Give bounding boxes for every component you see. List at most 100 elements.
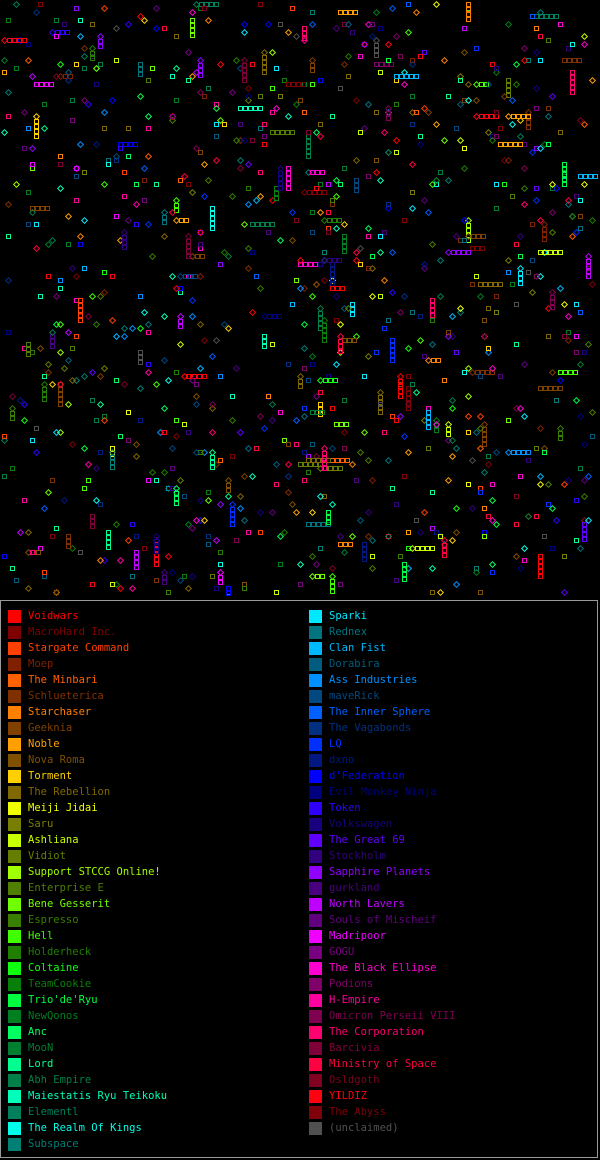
star-marker [335,286,340,291]
legend-swatch [309,609,322,623]
star-marker [240,516,249,525]
star-marker [174,496,179,501]
star-marker [588,174,593,179]
legend-swatch [309,737,322,751]
star-marker [176,340,185,349]
star-marker [538,574,543,579]
star-marker [442,553,447,558]
star-marker [65,30,70,35]
star-marker [170,114,175,119]
legend-entry: Ass Industries [309,672,455,688]
star-marker [110,465,115,470]
star-marker [436,588,445,597]
legend-label: TeamCookie [28,978,92,990]
star-marker [376,176,385,185]
star-marker [558,431,563,436]
star-marker [250,138,255,143]
star-marker [464,80,473,89]
star-marker [168,272,177,281]
star-marker [390,414,395,419]
star-marker [466,430,471,435]
star-marker [438,170,443,175]
star-marker [170,486,175,491]
star-marker [218,562,223,567]
star-marker [326,182,331,187]
star-marker [76,32,85,41]
star-marker [92,464,101,473]
star-marker [298,384,303,389]
star-marker [70,118,75,123]
legend-label: LQ [329,738,342,750]
star-marker [562,58,567,63]
legend-entry: Madripoor [309,928,455,944]
star-marker [532,196,541,205]
star-marker [244,200,253,209]
star-marker [200,160,209,169]
star-marker [526,458,531,463]
star-marker [370,254,375,259]
star-marker [364,224,373,233]
star-marker [442,378,447,383]
star-marker [12,180,21,189]
star-marker [186,78,191,83]
legend-label: Omicron Perseii VIII [329,1010,456,1022]
star-marker [278,186,283,191]
galaxy-map[interactable] [0,0,600,600]
star-marker [302,36,307,41]
star-marker [126,126,131,131]
star-marker [122,194,127,199]
star-marker [262,122,267,127]
star-marker [586,269,591,274]
star-marker [316,208,325,217]
legend-label: Token [329,802,361,814]
star-marker [386,116,391,121]
star-marker [264,20,273,29]
star-marker [516,114,521,119]
star-marker [174,418,179,423]
legend-swatch [8,1089,21,1103]
legend-label: dxno [329,754,355,766]
star-marker [314,186,319,191]
star-marker [485,370,490,375]
star-marker [262,142,267,147]
legend-swatch [309,929,322,943]
star-marker [550,546,555,551]
star-marker [292,416,301,425]
star-marker [442,543,447,548]
legend-swatch [309,689,322,703]
legend-label: Stockholm [329,850,386,862]
star-marker [534,514,539,519]
star-marker [572,58,577,63]
star-marker [566,46,571,51]
star-marker [534,26,539,31]
star-marker [430,308,435,313]
star-marker [154,557,159,562]
star-marker [368,564,377,573]
star-marker [420,508,429,517]
star-marker [508,120,517,129]
star-marker [228,192,237,201]
star-marker [339,422,344,427]
star-marker [534,106,539,111]
star-marker [179,218,184,223]
star-marker [576,412,585,421]
star-marker [318,311,323,316]
star-marker [178,178,183,183]
legend-entry: Subspace [8,1136,167,1152]
star-marker [384,456,393,465]
star-marker [558,370,563,375]
legend-entry: Abh Empire [8,1072,167,1088]
legend-swatch [8,833,21,847]
star-marker [242,586,247,591]
star-marker [466,482,471,487]
star-marker [212,536,221,545]
star-marker [570,75,575,80]
star-marker [390,343,395,348]
star-marker [482,437,487,442]
star-marker [556,376,565,385]
star-marker [68,74,73,79]
star-marker [310,442,315,447]
star-marker [248,308,257,317]
star-marker [48,380,57,389]
star-marker [526,114,531,119]
